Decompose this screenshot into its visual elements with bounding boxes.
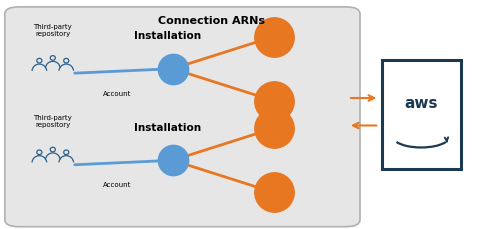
Point bbox=[169, 67, 177, 71]
FancyBboxPatch shape bbox=[5, 7, 360, 227]
Text: Third-party
repository: Third-party repository bbox=[34, 115, 72, 128]
Point bbox=[270, 126, 277, 130]
FancyBboxPatch shape bbox=[382, 60, 461, 169]
Text: Installation: Installation bbox=[134, 31, 202, 41]
Point bbox=[169, 158, 177, 162]
Point bbox=[270, 99, 277, 103]
Text: Connection ARNs: Connection ARNs bbox=[158, 16, 264, 26]
Text: Third-party
repository: Third-party repository bbox=[34, 24, 72, 37]
Point bbox=[270, 191, 277, 194]
Point bbox=[270, 35, 277, 38]
Text: Account: Account bbox=[103, 91, 132, 97]
Text: aws: aws bbox=[405, 96, 438, 111]
Text: Account: Account bbox=[103, 183, 132, 188]
Text: Installation: Installation bbox=[134, 123, 202, 133]
